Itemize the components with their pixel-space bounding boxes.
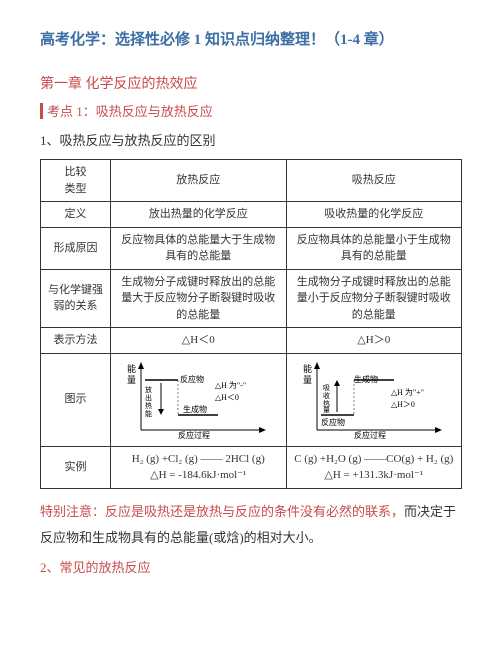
cell-method-endo: △H＞0 bbox=[286, 328, 462, 354]
svg-text:反应物: 反应物 bbox=[180, 374, 204, 384]
svg-text:反应过程: 反应过程 bbox=[178, 430, 210, 440]
endothermic-diagram: 能 量 生成物 反应物 吸 收 热 量 △H 为"+" △H＞0 反应过程 bbox=[299, 360, 449, 440]
cell-example-exo: H₂ (g) +Cl₂ (g) —— 2HCl (g) △H = -184.6k… bbox=[111, 446, 287, 488]
cell-text: 比较 bbox=[65, 166, 87, 178]
item-1-heading: 1、吸热反应与放热反应的区别 bbox=[40, 130, 462, 149]
cell-diagram-endo: 能 量 生成物 反应物 吸 收 热 量 △H 为"+" △H＞0 反应过程 bbox=[286, 353, 462, 446]
cell-example-label: 实例 bbox=[41, 446, 111, 488]
svg-text:吸: 吸 bbox=[323, 384, 330, 392]
chapter-heading: 第一章 化学反应的热效应 bbox=[40, 73, 462, 93]
table-row: 实例 H₂ (g) +Cl₂ (g) —— 2HCl (g) △H = -184… bbox=[41, 446, 462, 488]
note-red-text: 特别注意：反应是吸热还是放热与反应的条件没有必然的联系， bbox=[40, 504, 404, 519]
svg-text:量: 量 bbox=[323, 406, 330, 414]
comparison-table: 比较 类型 放热反应 吸热反应 定义 放出热量的化学反应 吸收热量的化学反应 形… bbox=[40, 159, 462, 489]
kaodian-label: 考点 1：吸热反应与放热反应 bbox=[47, 101, 213, 120]
cell-bond-exo: 生成物分子成键时释放出的总能量大于反应物分子断裂键时吸收的总能量 bbox=[111, 269, 287, 328]
cell-method-label: 表示方法 bbox=[41, 328, 111, 354]
cell-def-exo: 放出热量的化学反应 bbox=[111, 202, 287, 228]
svg-text:量: 量 bbox=[303, 375, 312, 385]
cell-cause-endo: 反应物具体的总能量小于生成物具有的总能量 bbox=[286, 227, 462, 269]
svg-text:△H 为"-": △H 为"-" bbox=[215, 380, 246, 390]
cell-endo-header: 吸热反应 bbox=[286, 160, 462, 202]
svg-text:反应物: 反应物 bbox=[321, 417, 345, 427]
svg-text:生成物: 生成物 bbox=[354, 374, 378, 384]
svg-text:收: 收 bbox=[323, 391, 330, 400]
cell-text: 类型 bbox=[65, 183, 87, 195]
cell-example-endo: C (g) +H₂O (g) ——CO(g) + H₂ (g) △H = +13… bbox=[286, 446, 462, 488]
cell-text: △H = -184.6kJ·mol⁻¹ bbox=[150, 469, 246, 481]
svg-text:能: 能 bbox=[145, 409, 152, 418]
cell-type-header: 比较 类型 bbox=[41, 160, 111, 202]
table-row: 表示方法 △H＜0 △H＞0 bbox=[41, 328, 462, 354]
cell-bond-label: 与化学键强弱的关系 bbox=[41, 269, 111, 328]
svg-text:量: 量 bbox=[127, 375, 136, 385]
svg-text:△H＞0: △H＞0 bbox=[391, 400, 415, 409]
table-row: 定义 放出热量的化学反应 吸收热量的化学反应 bbox=[41, 202, 462, 228]
cell-text: △H = +131.3kJ·mol⁻¹ bbox=[324, 469, 423, 481]
svg-text:出: 出 bbox=[145, 393, 152, 402]
cell-cause-label: 形成原因 bbox=[41, 227, 111, 269]
svg-text:能: 能 bbox=[127, 363, 136, 374]
cell-cause-exo: 反应物具体的总能量大于生成物具有的总能量 bbox=[111, 227, 287, 269]
cell-def-label: 定义 bbox=[41, 202, 111, 228]
cell-text: C (g) +H₂O (g) ——CO(g) + H₂ (g) bbox=[294, 453, 453, 465]
table-row: 比较 类型 放热反应 吸热反应 bbox=[41, 160, 462, 202]
table-row: 与化学键强弱的关系 生成物分子成键时释放出的总能量大于反应物分子断裂键时吸收的总… bbox=[41, 269, 462, 328]
cell-diagram-label: 图示 bbox=[41, 353, 111, 446]
exothermic-diagram: 能 量 反应物 生成物 放 出 热 能 △H 为"-" △H＜0 反应过程 bbox=[123, 360, 273, 440]
svg-text:反应过程: 反应过程 bbox=[354, 430, 386, 440]
kaodian-bar bbox=[40, 103, 43, 119]
kaodian-row: 考点 1：吸热反应与放热反应 bbox=[40, 101, 462, 120]
cell-bond-endo: 生成物分子成键时释放出的总能量小于反应物分子断裂键时吸收的总能量 bbox=[286, 269, 462, 328]
item-2-heading: 2、常见的放热反应 bbox=[40, 557, 462, 576]
svg-text:△H 为"+": △H 为"+" bbox=[391, 387, 424, 397]
table-row: 图示 能 量 反应物 生成物 放 出 热 能 △H 为"-" △H＜0 bbox=[41, 353, 462, 446]
page-title: 高考化学：选择性必修 1 知识点归纳整理！（1-4 章） bbox=[40, 28, 462, 49]
svg-text:生成物: 生成物 bbox=[183, 404, 207, 414]
cell-def-endo: 吸收热量的化学反应 bbox=[286, 202, 462, 228]
cell-diagram-exo: 能 量 反应物 生成物 放 出 热 能 △H 为"-" △H＜0 反应过程 bbox=[111, 353, 287, 446]
cell-exo-header: 放热反应 bbox=[111, 160, 287, 202]
svg-text:△H＜0: △H＜0 bbox=[215, 393, 239, 402]
special-note: 特别注意：反应是吸热还是放热与反应的条件没有必然的联系，而决定于反应物和生成物具… bbox=[40, 499, 462, 551]
cell-text: H₂ (g) +Cl₂ (g) —— 2HCl (g) bbox=[132, 453, 265, 465]
svg-text:热: 热 bbox=[145, 401, 152, 410]
cell-method-exo: △H＜0 bbox=[111, 328, 287, 354]
svg-text:能: 能 bbox=[303, 363, 312, 374]
svg-text:放: 放 bbox=[145, 385, 152, 394]
table-row: 形成原因 反应物具体的总能量大于生成物具有的总能量 反应物具体的总能量小于生成物… bbox=[41, 227, 462, 269]
